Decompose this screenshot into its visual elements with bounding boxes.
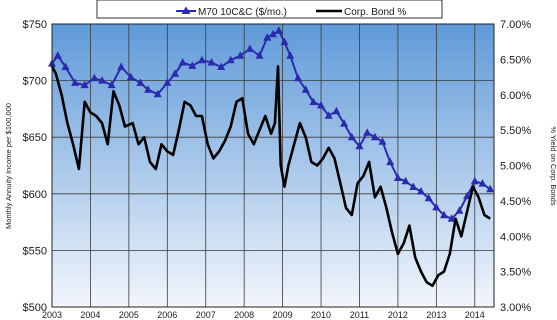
annuity-point <box>378 137 387 145</box>
corp-bond-line <box>50 65 491 288</box>
annuity-point <box>294 73 302 82</box>
annuity-point <box>274 26 283 34</box>
annuity-point <box>117 62 126 70</box>
plot-area <box>52 24 494 307</box>
annuity-point <box>178 58 187 66</box>
annuity-point <box>455 206 464 214</box>
legend-label-annuity: M70 10C&C ($/mo.) <box>198 7 287 18</box>
left-tick-label: $650 <box>23 132 47 144</box>
annuity-point <box>470 176 479 185</box>
annuity-point <box>301 85 310 93</box>
annuity-point <box>217 62 226 70</box>
annuity-point <box>171 69 179 77</box>
x-tick-label: 2004 <box>80 310 100 320</box>
annuity-point <box>197 55 206 64</box>
annuity-point <box>486 184 495 193</box>
annuity-point <box>245 44 254 52</box>
x-tick-label: 2003 <box>42 310 62 320</box>
annuity-point <box>478 179 487 187</box>
left-tick-label: $750 <box>23 19 47 31</box>
x-tick-label: 2012 <box>388 310 408 320</box>
x-axis-ticks: 2003 2004 2005 2006 2007 2008 2009 2010 2011 2012… <box>42 310 485 320</box>
left-axis-ticks: $500 $550 $600 $650 $700 $750 <box>23 19 47 314</box>
annuity-point <box>332 106 341 115</box>
annuity-point <box>107 80 116 89</box>
annuity-point <box>347 132 356 141</box>
right-tick-label: 4.50% <box>500 196 531 208</box>
annuity-point <box>317 101 325 109</box>
annuity-point <box>236 51 245 59</box>
right-tick-label: 3.50% <box>500 267 531 279</box>
annuity-point <box>263 33 272 41</box>
right-tick-label: 5.00% <box>500 161 531 173</box>
annuity-point <box>401 176 410 185</box>
x-tick-label: 2006 <box>157 310 177 320</box>
annuity-point <box>226 55 235 64</box>
annuity-point <box>80 80 89 89</box>
annuity-point <box>53 51 62 59</box>
annuity-point <box>188 61 197 69</box>
annuity-point <box>255 51 264 59</box>
left-tick-label: $700 <box>23 76 47 88</box>
x-tick-label: 2005 <box>119 310 139 320</box>
annuity-point <box>163 78 172 86</box>
annuity-point <box>424 193 433 202</box>
x-tick-label: 2008 <box>234 310 254 320</box>
annuity-point <box>207 58 216 66</box>
annuity-point <box>71 78 80 86</box>
annuity-point <box>309 97 318 106</box>
series-corp-bond <box>50 65 491 288</box>
annuity-point <box>126 72 135 81</box>
annuity-point <box>417 187 425 195</box>
annuity-point <box>90 73 99 82</box>
annuity-point <box>286 51 295 59</box>
right-axis-ticks: 3.00% 3.50% 4.00% 4.50% 5.00% 5.50% 6.00% 6.50%… <box>500 19 531 314</box>
x-tick-label: 2011 <box>350 310 369 320</box>
series-annuity <box>48 26 495 222</box>
left-tick-label: $600 <box>23 189 47 201</box>
x-tick-label: 2010 <box>311 310 331 320</box>
right-tick-label: 7.00% <box>500 19 531 31</box>
annuity-point <box>340 119 349 127</box>
legend-label-bond: Corp. Bond % <box>344 7 406 18</box>
series-layer <box>48 26 495 288</box>
right-tick-label: 6.00% <box>500 90 531 102</box>
x-tick-label: 2007 <box>196 310 216 320</box>
x-tick-label: 2014 <box>465 310 485 320</box>
annuity-point <box>324 111 333 119</box>
annuity-point <box>363 128 372 136</box>
plot-border <box>51 23 495 308</box>
right-tick-label: 4.00% <box>500 231 531 243</box>
annuity-point <box>98 76 106 84</box>
annuity-point <box>393 173 402 181</box>
left-axis-title: Monthly Annuity Income per $100,000 <box>4 103 13 229</box>
legend: M70 10C&C ($/mo.) Corp. Bond % <box>96 0 443 19</box>
annuity-point <box>144 85 153 93</box>
x-tick-label: 2013 <box>426 310 446 320</box>
left-tick-label: $550 <box>23 245 47 257</box>
x-tick-label: 2009 <box>273 310 293 320</box>
annuity-point <box>440 210 448 219</box>
right-axis-title: % Yield on Corp. Bonds <box>549 126 557 205</box>
annuity-point <box>153 89 162 98</box>
annuity-point <box>386 157 395 166</box>
annuity-point <box>280 37 289 46</box>
annuity-point <box>447 214 456 222</box>
gridlines <box>52 23 494 308</box>
annuity-point <box>432 202 441 211</box>
annuity-point <box>463 191 472 200</box>
annuity-point <box>409 182 418 190</box>
right-tick-label: 3.00% <box>500 302 531 314</box>
legend-marker-annuity <box>181 6 191 14</box>
annuity-point <box>370 132 379 141</box>
annuity-point <box>269 29 277 38</box>
left-tick-label: $500 <box>23 302 47 314</box>
right-tick-label: 6.50% <box>500 54 531 66</box>
annuity-point <box>355 141 364 150</box>
annuity-point <box>136 78 145 86</box>
right-tick-label: 5.50% <box>500 125 531 137</box>
annuity-point <box>61 62 70 70</box>
